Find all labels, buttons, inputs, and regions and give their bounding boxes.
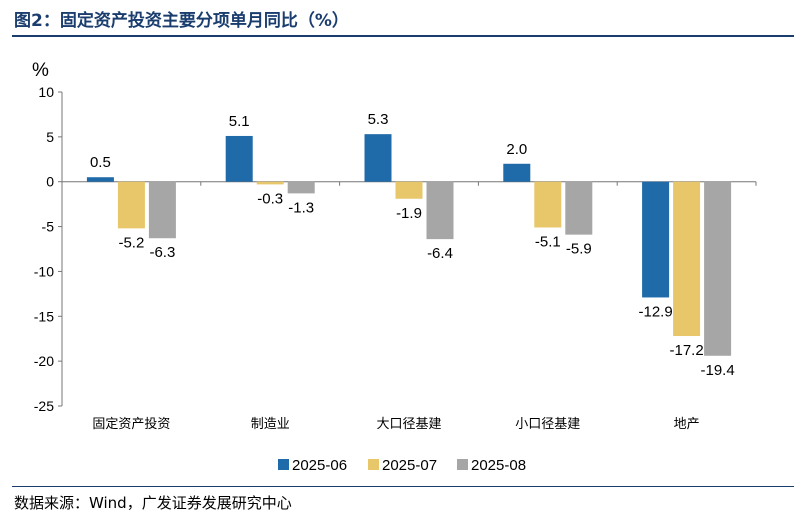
bar-2025-06-1 bbox=[225, 135, 253, 182]
data-label: -1.9 bbox=[396, 205, 422, 222]
category-label: 制造业 bbox=[251, 417, 290, 432]
data-label: -1.3 bbox=[288, 199, 314, 216]
data-label: -19.4 bbox=[700, 362, 734, 379]
bars bbox=[86, 134, 732, 356]
y-axis: 10 5 0 -5 -10 -15 -20 -25 bbox=[34, 84, 63, 414]
data-label: -6.4 bbox=[427, 245, 453, 262]
data-label: 5.3 bbox=[368, 111, 389, 128]
data-label: -5.1 bbox=[535, 233, 561, 250]
figure-title: 图2：固定资产投资主要分项单月同比（%） bbox=[14, 11, 349, 31]
bar-2025-08-3 bbox=[565, 181, 593, 235]
data-label: -5.9 bbox=[566, 241, 592, 258]
y-tick-label: -5 bbox=[42, 219, 55, 235]
bar-2025-06-0 bbox=[86, 177, 114, 182]
y-tick-label: -10 bbox=[34, 263, 54, 279]
legend-label: 2025-06 bbox=[292, 457, 347, 474]
bar-2025-07-3 bbox=[534, 181, 562, 228]
bar-2025-08-1 bbox=[287, 181, 315, 194]
category-labels: 固定资产投资 制造业 大口径基建 小口径基建 地产 bbox=[92, 416, 699, 432]
y-tick-label: 10 bbox=[38, 84, 54, 100]
bar-2025-06-4 bbox=[642, 181, 670, 298]
data-label: -12.9 bbox=[638, 303, 672, 320]
bar-2025-07-4 bbox=[673, 181, 701, 337]
bar-2025-07-0 bbox=[117, 181, 145, 229]
bar-2025-06-2 bbox=[364, 134, 392, 182]
y-tick-label: -20 bbox=[34, 353, 54, 369]
y-unit-label: % bbox=[32, 60, 49, 81]
bar-2025-07-1 bbox=[256, 181, 284, 185]
data-labels: 0.5 -5.2 -6.3 5.1 -0.3 -1.3 5.3 -1.9 -6.4 2.0 -5.1… bbox=[90, 111, 735, 379]
data-label: 2.0 bbox=[506, 141, 527, 158]
source-rule bbox=[12, 486, 794, 487]
y-tick-label: 5 bbox=[46, 129, 54, 145]
title-rule bbox=[12, 35, 794, 37]
bar-2025-08-2 bbox=[426, 181, 454, 240]
data-label: 5.1 bbox=[229, 113, 250, 130]
data-label: 0.5 bbox=[90, 154, 111, 171]
data-label: -6.3 bbox=[149, 244, 175, 261]
data-label: -0.3 bbox=[257, 190, 283, 207]
y-tick-label: -15 bbox=[34, 308, 54, 324]
data-label: -17.2 bbox=[669, 342, 703, 359]
source-note: 数据来源：Wind，广发证券发展研究中心 bbox=[14, 494, 292, 512]
bar-2025-06-3 bbox=[503, 163, 531, 182]
legend-swatch bbox=[278, 459, 289, 470]
legend-swatch bbox=[368, 459, 379, 470]
category-label: 小口径基建 bbox=[515, 417, 580, 432]
data-label: -5.2 bbox=[118, 234, 144, 251]
y-tick-label: 0 bbox=[46, 174, 54, 190]
legend-label: 2025-08 bbox=[471, 457, 526, 474]
legend: 2025-06 2025-07 2025-08 bbox=[278, 457, 526, 474]
bar-2025-07-2 bbox=[395, 181, 423, 199]
bar-2025-08-4 bbox=[704, 181, 732, 356]
bar-2025-08-0 bbox=[148, 181, 176, 239]
category-label: 地产 bbox=[674, 417, 700, 432]
category-label: 固定资产投资 bbox=[92, 416, 170, 432]
legend-swatch bbox=[457, 459, 468, 470]
legend-label: 2025-07 bbox=[382, 457, 437, 474]
y-tick-label: -25 bbox=[34, 398, 54, 414]
category-label: 大口径基建 bbox=[376, 417, 441, 432]
